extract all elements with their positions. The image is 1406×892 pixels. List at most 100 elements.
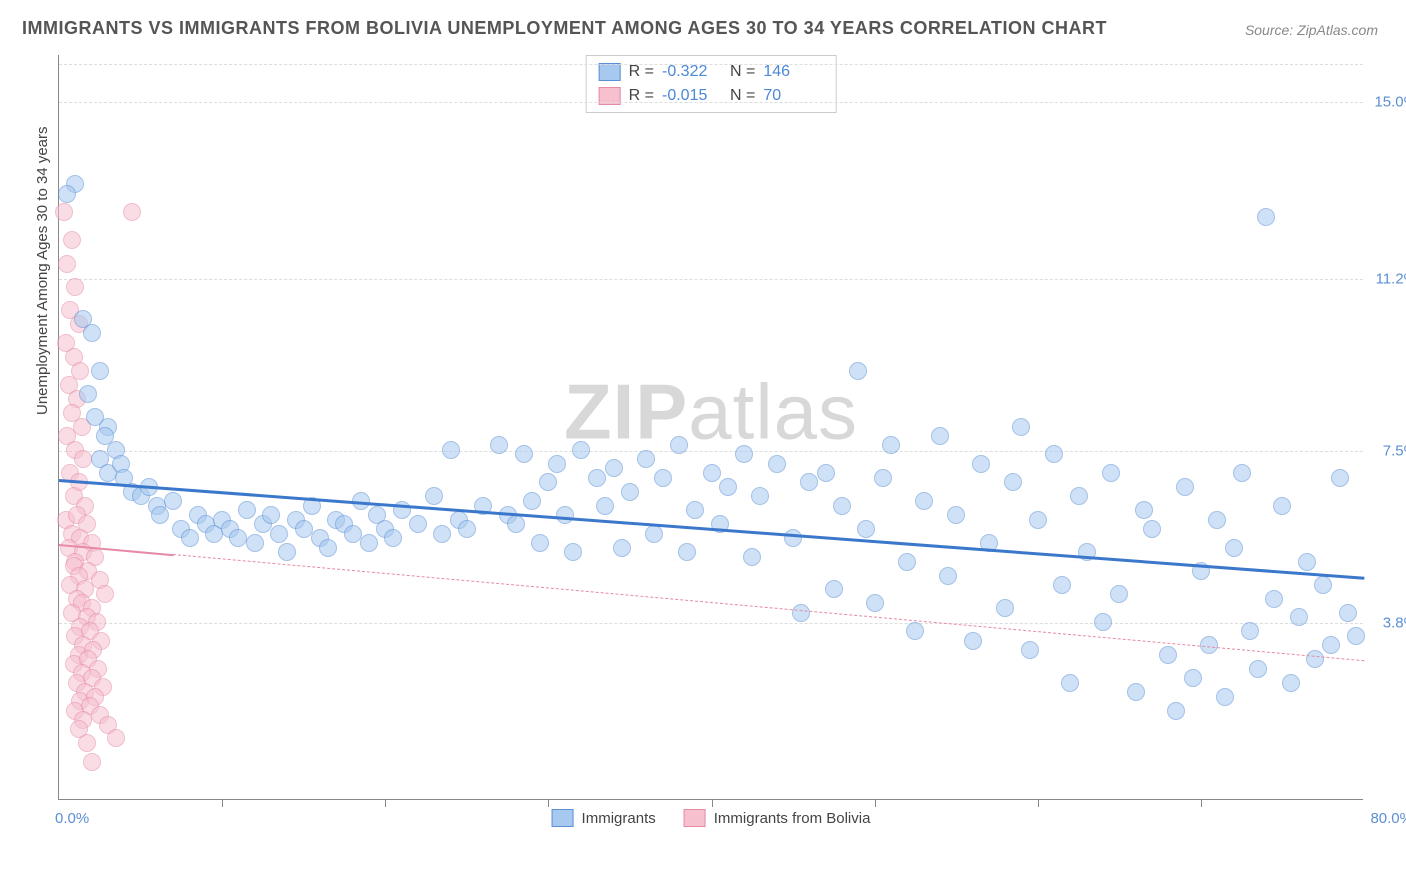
scatter-point	[1290, 608, 1308, 626]
scatter-point	[409, 515, 427, 533]
scatter-point	[572, 441, 590, 459]
scatter-point	[743, 548, 761, 566]
scatter-point	[1208, 511, 1226, 529]
scatter-point	[507, 515, 525, 533]
bottom-legend: ImmigrantsImmigrants from Bolivia	[552, 809, 871, 827]
scatter-point	[548, 455, 566, 473]
scatter-point	[1135, 501, 1153, 519]
scatter-point	[1070, 487, 1088, 505]
scatter-point	[531, 534, 549, 552]
scatter-point	[833, 497, 851, 515]
scatter-point	[588, 469, 606, 487]
scatter-point	[605, 459, 623, 477]
y-tick-label: 15.0%	[1374, 93, 1406, 110]
r-value: -0.015	[662, 84, 722, 108]
scatter-point	[96, 585, 114, 603]
scatter-point	[229, 529, 247, 547]
scatter-point	[151, 506, 169, 524]
scatter-point	[1257, 208, 1275, 226]
scatter-point	[442, 441, 460, 459]
scatter-point	[83, 324, 101, 342]
scatter-point	[1306, 650, 1324, 668]
scatter-point	[78, 734, 96, 752]
x-tick	[385, 799, 386, 807]
scatter-point	[596, 497, 614, 515]
scatter-point	[751, 487, 769, 505]
legend-swatch	[599, 63, 621, 81]
watermark: ZIPatlas	[564, 367, 858, 458]
scatter-point	[1143, 520, 1161, 538]
x-tick	[875, 799, 876, 807]
scatter-point	[246, 534, 264, 552]
scatter-point	[1298, 553, 1316, 571]
chart-container: Unemployment Among Ages 30 to 34 years Z…	[48, 55, 1378, 825]
scatter-point	[784, 529, 802, 547]
scatter-point	[645, 525, 663, 543]
scatter-point	[931, 427, 949, 445]
scatter-point	[613, 539, 631, 557]
scatter-point	[91, 362, 109, 380]
scatter-point	[972, 455, 990, 473]
scatter-point	[344, 525, 362, 543]
scatter-point	[898, 553, 916, 571]
scatter-point	[123, 203, 141, 221]
scatter-point	[1061, 674, 1079, 692]
scatter-point	[1029, 511, 1047, 529]
scatter-point	[79, 385, 97, 403]
scatter-point	[1249, 660, 1267, 678]
scatter-point	[800, 473, 818, 491]
legend-swatch	[552, 809, 574, 827]
scatter-point	[1094, 613, 1112, 631]
scatter-point	[866, 594, 884, 612]
scatter-point	[637, 450, 655, 468]
y-tick-label: 7.5%	[1383, 442, 1406, 459]
scatter-point	[1159, 646, 1177, 664]
scatter-point	[458, 520, 476, 538]
scatter-point	[58, 255, 76, 273]
stats-row: R =-0.015N =70	[599, 84, 824, 108]
scatter-point	[1102, 464, 1120, 482]
gridline-h	[59, 64, 1363, 65]
y-tick-label: 11.2%	[1376, 270, 1406, 287]
legend-label: Immigrants from Bolivia	[714, 810, 871, 827]
scatter-point	[1282, 674, 1300, 692]
gridline-h	[59, 623, 1363, 624]
scatter-point	[1322, 636, 1340, 654]
n-label: N =	[730, 84, 755, 108]
scatter-point	[66, 278, 84, 296]
legend-item: Immigrants from Bolivia	[684, 809, 871, 827]
scatter-point	[1339, 604, 1357, 622]
x-tick	[222, 799, 223, 807]
gridline-h	[59, 279, 1363, 280]
scatter-point	[654, 469, 672, 487]
scatter-point	[1021, 641, 1039, 659]
chart-title: IMMIGRANTS VS IMMIGRANTS FROM BOLIVIA UN…	[22, 18, 1107, 39]
scatter-point	[83, 753, 101, 771]
scatter-point	[947, 506, 965, 524]
scatter-point	[1012, 418, 1030, 436]
scatter-point	[238, 501, 256, 519]
scatter-point	[74, 450, 92, 468]
scatter-point	[58, 185, 76, 203]
scatter-point	[270, 525, 288, 543]
scatter-point	[939, 567, 957, 585]
legend-swatch	[684, 809, 706, 827]
scatter-point	[996, 599, 1014, 617]
x-tick	[1201, 799, 1202, 807]
x-axis-start-label: 0.0%	[55, 810, 89, 827]
scatter-point	[1225, 539, 1243, 557]
scatter-point	[964, 632, 982, 650]
scatter-point	[817, 464, 835, 482]
scatter-point	[523, 492, 541, 510]
scatter-point	[686, 501, 704, 519]
plot-area: ZIPatlas R =-0.322N =146R =-0.015N =70 0…	[58, 55, 1363, 800]
scatter-point	[1127, 683, 1145, 701]
scatter-point	[1314, 576, 1332, 594]
scatter-point	[262, 506, 280, 524]
scatter-point	[621, 483, 639, 501]
scatter-point	[1045, 445, 1063, 463]
scatter-point	[164, 492, 182, 510]
x-tick	[712, 799, 713, 807]
scatter-point	[539, 473, 557, 491]
scatter-point	[857, 520, 875, 538]
